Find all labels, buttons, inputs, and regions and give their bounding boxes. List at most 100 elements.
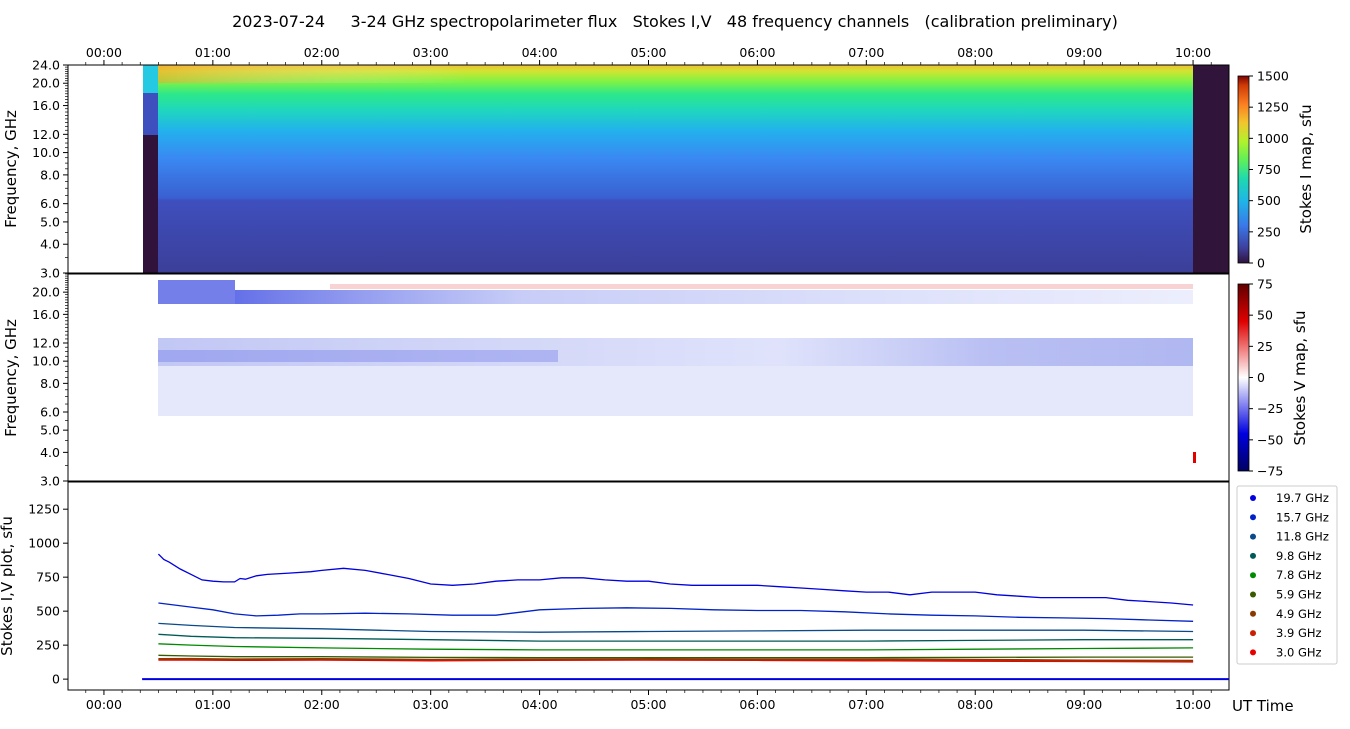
stokes-v-red-mark xyxy=(1193,452,1196,463)
colorbar-tick-label: −25 xyxy=(1257,401,1283,416)
y-tick-label: 12.0 xyxy=(32,336,60,351)
legend-label: 7.8 GHz xyxy=(1276,568,1322,582)
stokes-v-colorbar: 75 50 25 0 −25 −50 −75 Stokes V map, sfu xyxy=(1237,277,1309,479)
stokes-i-colorbar-label: Stokes I map, sfu xyxy=(1297,104,1315,233)
legend-label: 19.7 GHz xyxy=(1276,491,1329,505)
stokes-i-heatmap-startup-hi xyxy=(143,65,158,93)
stokes-i-ylabel: Frequency, GHz xyxy=(2,110,20,228)
stokes-v-panel: 3.0 4.0 5.0 6.0 8.0 10.0 12.0 16.0 20.0 Frequenc… xyxy=(2,273,1230,489)
x-tick-label-top: 05:00 xyxy=(630,45,666,60)
series-line xyxy=(158,602,1194,622)
y-tick-label: 250 xyxy=(36,638,60,653)
series-line xyxy=(158,633,1194,642)
y-tick-label: 10.0 xyxy=(32,145,60,160)
series-line xyxy=(158,622,1194,633)
stokes-iv-panel: 0 250 500 750 1000 1250 00:00 01:00 02:00 03:00 0… xyxy=(0,481,1294,715)
x-tick-label-top: 10:00 xyxy=(1175,45,1211,60)
x-tick-label-bottom: 04:00 xyxy=(522,697,558,712)
legend-label: 9.8 GHz xyxy=(1276,549,1322,563)
colorbar-tick-label: 250 xyxy=(1257,224,1281,239)
stokes-i-heatmap-data xyxy=(158,65,1193,273)
stokes-v-band-red xyxy=(330,284,1193,289)
colorbar-tick-label: 500 xyxy=(1257,193,1281,208)
x-tick-label-bottom: 09:00 xyxy=(1066,697,1102,712)
y-tick-label: 20.0 xyxy=(32,76,60,91)
legend-label: 5.9 GHz xyxy=(1276,588,1322,602)
colorbar-tick-label: 0 xyxy=(1257,256,1265,271)
y-tick-label: 20.0 xyxy=(32,285,60,300)
colorbar-tick-label: 50 xyxy=(1257,308,1273,323)
series-line xyxy=(158,654,1194,659)
y-tick-label: 8.0 xyxy=(40,167,60,182)
y-tick-label: 24.0 xyxy=(32,58,60,73)
x-tick-label-bottom: 01:00 xyxy=(195,697,231,712)
x-tick-label-top: 04:00 xyxy=(522,45,558,60)
stokes-v-band-top-tail xyxy=(235,290,1193,304)
colorbar-tick-label: −75 xyxy=(1257,464,1283,479)
y-tick-label: 10.0 xyxy=(32,354,60,369)
x-tick-label-bottom: 08:00 xyxy=(957,697,993,712)
y-tick-label: 3.0 xyxy=(40,266,60,281)
legend-marker xyxy=(1250,610,1256,617)
stokes-v-heatmap-bg xyxy=(68,274,1229,481)
x-tick-label-bottom: 00:00 xyxy=(86,697,122,712)
y-tick-label: 6.0 xyxy=(40,196,60,211)
legend-marker xyxy=(1250,552,1256,559)
x-tick-label-top: 08:00 xyxy=(957,45,993,60)
x-tick-label-top: 06:00 xyxy=(739,45,775,60)
y-tick-label: 500 xyxy=(36,604,60,619)
x-axis-label: UT Time xyxy=(1232,697,1294,715)
colorbar-tick-label: −50 xyxy=(1257,432,1283,447)
y-tick-label: 3.0 xyxy=(40,474,60,489)
colorbar-tick-label: 750 xyxy=(1257,162,1281,177)
colorbar-tick-label: 75 xyxy=(1257,277,1273,292)
colorbar-tick-label: 1500 xyxy=(1257,69,1289,84)
y-tick-label: 5.0 xyxy=(40,214,60,229)
y-tick-label: 1000 xyxy=(28,536,60,551)
x-tick-label-bottom: 06:00 xyxy=(739,697,775,712)
stokes-i-heatmap-flare xyxy=(158,65,1193,83)
legend-label: 3.0 GHz xyxy=(1276,645,1322,659)
legend-marker xyxy=(1250,495,1256,501)
y-tick-label: 16.0 xyxy=(32,98,60,113)
series-line xyxy=(158,643,1194,651)
x-tick-label-bottom: 10:00 xyxy=(1175,697,1211,712)
legend: 19.7 GHz 15.7 GHz 11.8 GHz 9.8 GHz 7.8 GHz 5.… xyxy=(1236,485,1338,665)
chart-title: 2023-07-24 3-24 GHz spectropolarimeter f… xyxy=(232,12,1118,31)
stokes-i-colorbar-bar xyxy=(1237,75,1250,264)
legend-marker xyxy=(1250,649,1256,656)
y-tick-label: 4.0 xyxy=(40,445,60,460)
y-tick-label: 750 xyxy=(36,570,60,585)
y-tick-label: 16.0 xyxy=(32,307,60,322)
x-tick-label-top: 00:00 xyxy=(86,45,122,60)
stokes-v-colorbar-bar xyxy=(1237,283,1250,472)
x-tick-label-bottom: 05:00 xyxy=(630,697,666,712)
stokes-i-heatmap-startup-mid xyxy=(143,93,158,135)
legend-label: 3.9 GHz xyxy=(1276,626,1322,640)
stokes-i-colorbar: 0 250 500 750 1000 1250 1500 Stokes I map, sfu xyxy=(1237,69,1315,271)
legend-label: 15.7 GHz xyxy=(1276,510,1329,524)
stokes-v-ylabel: Frequency, GHz xyxy=(2,319,20,437)
legend-marker xyxy=(1250,572,1256,579)
colorbar-tick-label: 25 xyxy=(1257,339,1273,354)
stokes-v-band-top xyxy=(158,280,235,304)
x-tick-label-top: 07:00 xyxy=(848,45,884,60)
legend-marker xyxy=(1250,514,1256,521)
series-line xyxy=(157,553,1194,606)
x-tick-label-top: 01:00 xyxy=(195,45,231,60)
y-tick-label: 4.0 xyxy=(40,237,60,252)
stokes-v-band-12ghz xyxy=(158,338,1193,366)
stokes-v-colorbar-label: Stokes V map, sfu xyxy=(1291,310,1309,445)
series-line xyxy=(158,657,1194,662)
y-tick-label: 12.0 xyxy=(32,127,60,142)
stokes-i-heatmap-end xyxy=(1193,65,1229,273)
x-tick-label-bottom: 02:00 xyxy=(304,697,340,712)
colorbar-tick-label: 0 xyxy=(1257,370,1265,385)
legend-marker xyxy=(1250,533,1256,540)
legend-label: 11.8 GHz xyxy=(1276,530,1329,544)
x-tick-label-bottom: 07:00 xyxy=(848,697,884,712)
legend-label: 4.9 GHz xyxy=(1276,607,1322,621)
stokes-v-band-low xyxy=(158,366,1193,416)
series-line xyxy=(158,658,1194,663)
colorbar-tick-label: 1000 xyxy=(1257,131,1289,146)
